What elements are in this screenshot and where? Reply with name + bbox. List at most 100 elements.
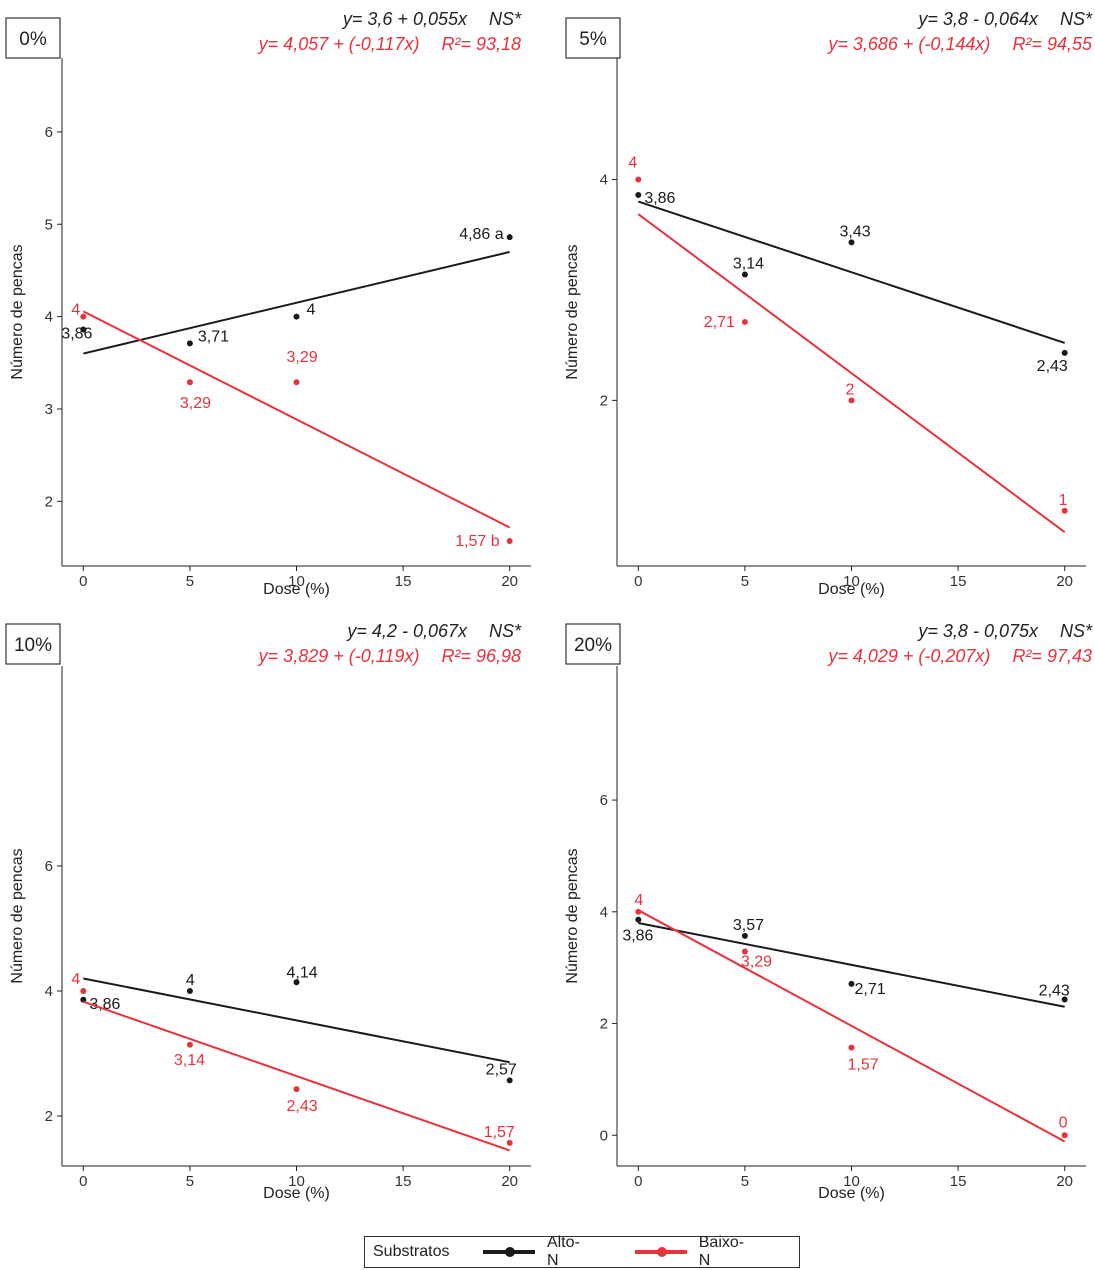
x-tick-label: 20 xyxy=(1056,1173,1073,1190)
point-label-baixo-n: 0 xyxy=(1059,1114,1068,1131)
legend-key-alto-n xyxy=(483,1245,535,1259)
point-label-baixo-n: 3,29 xyxy=(180,395,211,412)
point-label-alto-n: 2,71 xyxy=(855,981,886,998)
point-label-baixo-n: 2,71 xyxy=(704,314,735,331)
point-label-baixo-n: 1 xyxy=(1059,492,1068,509)
panel-5pct: 5% y= 3,8 - 0,064x NS* y= 3,686 + (-0,144x)… xyxy=(564,9,1093,598)
x-tick-label: 15 xyxy=(950,573,967,590)
legend: Substratos Alto-N Baixo-N xyxy=(364,1234,800,1270)
panel-10pct: 10% y= 4,2 - 0,067x NS* y= 3,829 + (-0,119x… xyxy=(5,621,531,1202)
point-alto-n xyxy=(293,313,300,320)
panel-label-box xyxy=(565,623,621,665)
x-tick-label: 5 xyxy=(186,573,194,590)
point-alto-n xyxy=(186,988,193,994)
x-axis-title: Dose (%) xyxy=(818,581,885,598)
x-tick-label: 5 xyxy=(186,1173,194,1190)
point-baixo-n xyxy=(635,176,642,183)
x-axis-title: Dose (%) xyxy=(263,1185,330,1202)
x-tick-label: 10 xyxy=(843,573,860,590)
point-alto-n xyxy=(293,979,300,986)
point-label-alto-n: 3,86 xyxy=(89,996,120,1013)
point-baixo-n xyxy=(293,1086,300,1093)
point-label-baixo-n: 1,57 b xyxy=(455,533,500,550)
point-alto-n xyxy=(741,932,748,939)
point-baixo-n xyxy=(741,948,748,955)
legend-item-baixo-n: Baixo-N xyxy=(635,1234,753,1270)
y-axis-title: Número de pencas xyxy=(564,244,581,379)
legend-key-baixo-n xyxy=(635,1245,687,1259)
panel-label: 0% xyxy=(19,29,47,50)
equation-alto-n: y= 3,8 - 0,064x NS* xyxy=(916,9,1093,29)
y-tick-label: 6 xyxy=(600,792,608,809)
point-label-baixo-n: 2,43 xyxy=(287,1098,318,1115)
regression-panels: 0% y= 3,6 + 0,055x NS* y= 4,057 + (-0,117x)… xyxy=(5,9,1093,1202)
point-label-baixo-n: 4 xyxy=(71,971,80,988)
point-alto-n xyxy=(635,916,642,923)
point-baixo-n xyxy=(80,313,87,320)
point-alto-n xyxy=(506,1077,513,1084)
point-baixo-n xyxy=(186,379,193,386)
point-label-alto-n: 3,71 xyxy=(198,328,229,345)
x-tick-label: 20 xyxy=(501,1173,518,1190)
point-alto-n xyxy=(741,271,748,278)
legend-title: Substratos xyxy=(373,1243,450,1260)
panel-label-box xyxy=(5,623,61,665)
x-tick-label: 0 xyxy=(634,1173,642,1190)
point-baixo-n xyxy=(186,1041,193,1048)
y-tick-label: 4 xyxy=(45,983,53,1000)
point-label-alto-n: 4,14 xyxy=(287,964,318,981)
point-label-baixo-n: 4 xyxy=(71,302,80,319)
point-label-alto-n: 4,86 a xyxy=(459,226,504,243)
point-label-alto-n: 3,57 xyxy=(733,917,764,934)
x-tick-label: 5 xyxy=(741,1173,749,1190)
equation-baixo-n: y= 3,686 + (-0,144x) R²= 94,55 xyxy=(826,34,1093,54)
point-label-baixo-n: 3,29 xyxy=(287,349,318,366)
point-label-baixo-n: 3,29 xyxy=(741,953,772,970)
point-baixo-n xyxy=(1061,507,1068,514)
legend-label-alto-n: Alto-N xyxy=(546,1234,580,1269)
y-tick-label: 0 xyxy=(600,1127,608,1144)
point-label-alto-n: 3,86 xyxy=(61,326,92,343)
x-tick-label: 0 xyxy=(79,1173,87,1190)
y-tick-label: 3 xyxy=(45,401,53,418)
point-label-alto-n: 4 xyxy=(307,302,316,319)
fit-line-baixo-n xyxy=(637,909,1066,1143)
point-label-alto-n: 2,43 xyxy=(1039,983,1070,1000)
point-label-baixo-n: 1,57 xyxy=(848,1057,879,1074)
equation-alto-n: y= 3,6 + 0,055x NS* xyxy=(341,9,522,29)
y-tick-label: 4 xyxy=(600,171,608,188)
point-label-baixo-n: 1,57 xyxy=(484,1124,515,1141)
point-label-baixo-n: 3,14 xyxy=(174,1052,205,1069)
point-alto-n xyxy=(80,326,87,333)
equation-baixo-n: y= 3,829 + (-0,119x) R²= 96,98 xyxy=(257,646,521,666)
panel-0pct: 0% y= 3,6 + 0,055x NS* y= 4,057 + (-0,117x)… xyxy=(5,9,531,598)
x-tick-label: 10 xyxy=(288,1173,305,1190)
point-baixo-n xyxy=(506,538,513,545)
panel-20pct: 20% y= 3,8 - 0,075x NS* y= 4,029 + (-0,207x… xyxy=(564,621,1093,1202)
point-label-alto-n: 3,86 xyxy=(644,190,675,207)
point-label-alto-n: 2,43 xyxy=(1037,358,1068,375)
equation-baixo-n: y= 4,057 + (-0,117x) R²= 93,18 xyxy=(257,34,521,54)
y-tick-label: 6 xyxy=(45,124,53,141)
y-tick-label: 4 xyxy=(45,309,53,326)
y-tick-label: 4 xyxy=(600,904,608,921)
y-axis-title: Número de pencas xyxy=(564,848,581,983)
equation-baixo-n: y= 4,029 + (-0,207x) R²= 97,43 xyxy=(826,646,1092,666)
panel-label: 5% xyxy=(579,29,607,50)
fit-line-alto-n xyxy=(83,977,510,1064)
y-tick-label: 5 xyxy=(45,216,53,233)
point-alto-n xyxy=(848,980,855,987)
point-baixo-n xyxy=(741,318,748,325)
y-tick-label: 6 xyxy=(45,858,53,875)
y-axis-title: Número de pencas xyxy=(9,848,26,983)
x-tick-label: 20 xyxy=(1056,573,1073,590)
x-tick-label: 15 xyxy=(395,573,412,590)
x-axis-title: Dose (%) xyxy=(818,1185,885,1202)
point-alto-n xyxy=(848,239,855,246)
panel-label-box xyxy=(5,17,61,59)
point-label-baixo-n: 4 xyxy=(628,154,637,171)
x-axis-title: Dose (%) xyxy=(263,581,330,598)
point-label-baixo-n: 2 xyxy=(846,381,855,398)
x-tick-label: 10 xyxy=(288,573,305,590)
y-axis-title: Número de pencas xyxy=(9,244,26,379)
